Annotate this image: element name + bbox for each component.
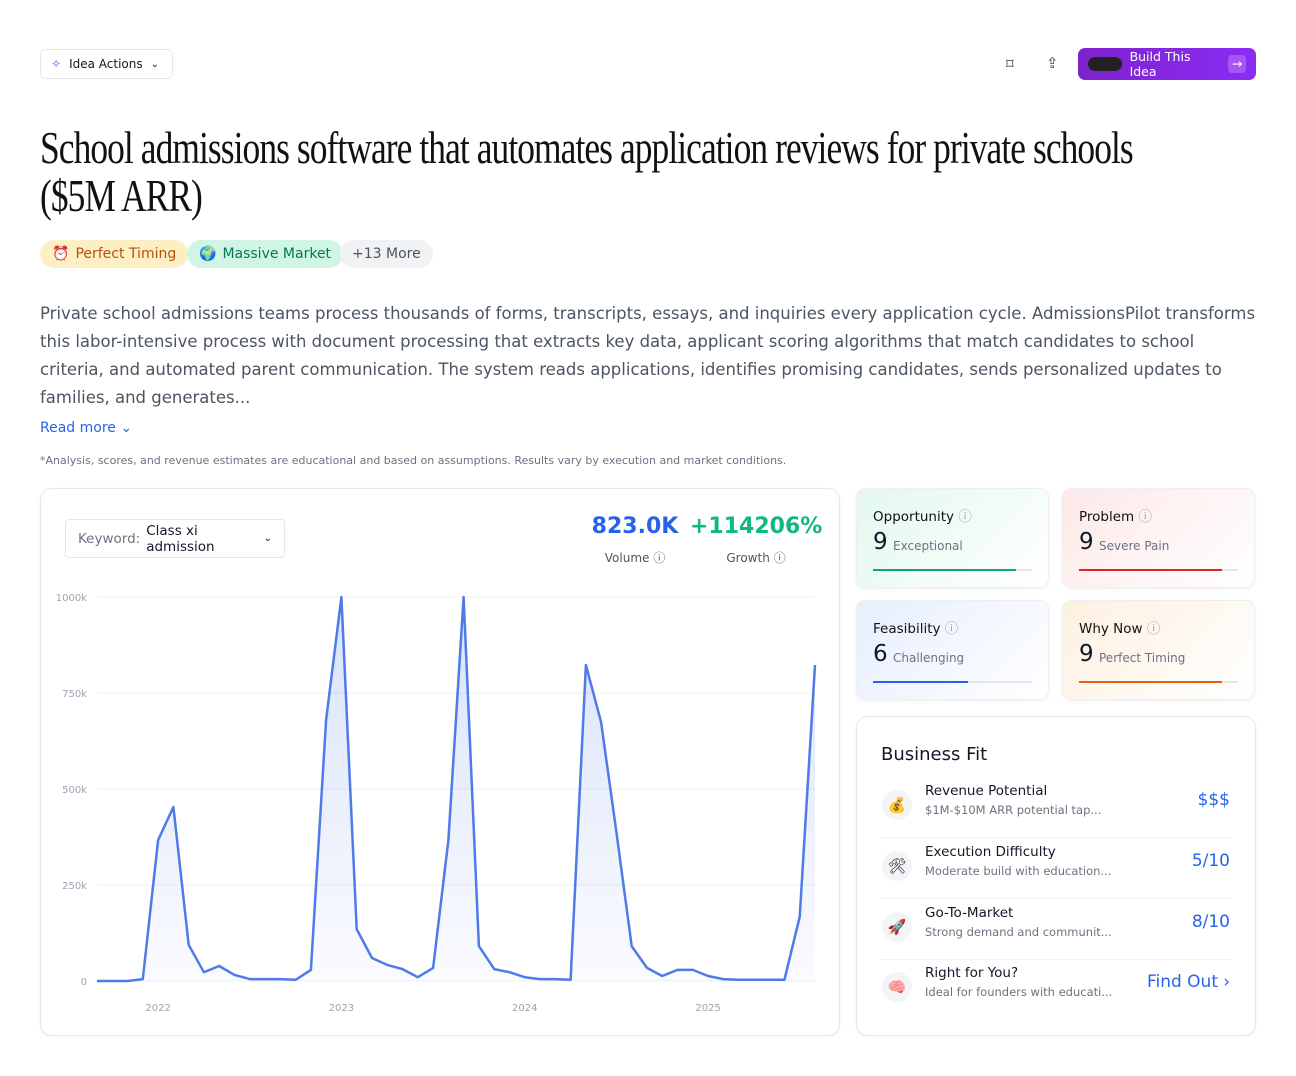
fit-row: 🛠 Execution Difficulty Moderate build with… — [880, 839, 1232, 899]
metric-label: Volume ⓘ — [604, 551, 666, 565]
x-tick-label: 2022 — [145, 1003, 170, 1014]
score-name: Opportunity ⓘ — [873, 509, 972, 525]
score-label: Severe Pain — [1099, 539, 1170, 553]
fit-name: Execution Difficulty — [925, 844, 1056, 860]
tag[interactable]: +13 More — [340, 240, 433, 268]
score-name: Feasibility ⓘ — [873, 621, 959, 637]
score-bar — [1079, 681, 1223, 683]
score-bar — [873, 569, 1017, 571]
metric-value: +114206% — [690, 514, 823, 539]
title-box: School admissions software that automate… — [40, 124, 1256, 230]
tag-label: Perfect Timing — [75, 246, 177, 262]
tag-label: Massive Market — [222, 246, 332, 262]
score-name-text: Why Now — [1079, 621, 1143, 637]
x-tick-label: 2025 — [695, 1003, 720, 1014]
score-bar — [1079, 569, 1223, 571]
score-name: Problem ⓘ — [1079, 509, 1152, 525]
fit-name: Go-To-Market — [925, 905, 1014, 921]
build-button[interactable]: Build This Idea → — [1078, 48, 1256, 80]
score-label: Exceptional — [893, 539, 963, 553]
tag[interactable]: ⏰ Perfect Timing — [40, 240, 189, 268]
fit-row[interactable]: 🧠 Right for You? Ideal for founders with e… — [880, 960, 1232, 1020]
tag[interactable]: 🌍 Massive Market — [187, 240, 344, 268]
fit-description: $1M-$10M ARR potential tap... — [925, 803, 1102, 817]
fit-value: $$$ — [1197, 790, 1230, 810]
keyword-select[interactable]: Keyword: Class xi admission ⌄ — [65, 519, 285, 558]
fit-link[interactable]: Find Out — [1146, 972, 1218, 992]
x-tick-label: 2023 — [329, 1003, 354, 1014]
score-value: 9 — [873, 529, 888, 555]
bookmark-icon[interactable]: ⌑ — [1006, 55, 1014, 73]
description: Private school admissions teams process … — [40, 304, 1256, 407]
fit-description: Ideal for founders with educati... — [925, 985, 1113, 999]
score-bar — [873, 681, 969, 683]
score-track — [1079, 681, 1238, 683]
share-icon[interactable]: ⇪ — [1046, 54, 1059, 72]
read-more[interactable]: Read more ⌄ — [40, 420, 133, 436]
fit-row: 💰 Revenue Potential $1M-$10M ARR potential… — [880, 778, 1232, 838]
score-name-text: Problem — [1079, 509, 1135, 525]
keyword-value: Class xi admission — [146, 522, 215, 555]
fit-row: 🚀 Go-To-Market Strong demand and communit.… — [880, 900, 1232, 960]
y-tick-label: 250k — [62, 881, 87, 892]
score-name-text: Opportunity — [873, 509, 955, 525]
button-label: Idea Actions — [69, 57, 143, 71]
score-name: Why Now ⓘ — [1079, 621, 1161, 637]
read-more-label: Read more — [40, 420, 116, 436]
fit-name: Right for You? — [925, 965, 1019, 981]
y-tick-label: 750k — [62, 689, 87, 700]
y-tick-label: 500k — [62, 785, 87, 796]
score-card: Feasibility ⓘ 6 Challenging — [856, 600, 1049, 700]
score-track — [873, 569, 1032, 571]
metric-label-text: Volume — [604, 551, 650, 565]
fit-value: 8/10 — [1191, 912, 1230, 932]
chart: 0 250k 500k 750k 1000k 2022 2023 2024 2025 — [56, 593, 817, 1014]
score-card: Problem ⓘ 9 Severe Pain — [1062, 488, 1255, 588]
score-value: 9 — [1079, 529, 1094, 555]
y-tick-label: 1000k — [56, 593, 87, 604]
area — [97, 597, 815, 981]
score-track — [873, 681, 1032, 683]
score-label: Perfect Timing — [1099, 651, 1186, 665]
section-title: Business Fit — [881, 744, 988, 765]
score-card: Opportunity ⓘ 9 Exceptional — [856, 488, 1049, 588]
tag-label: +13 More — [352, 246, 421, 262]
metric-label: Growth ⓘ — [726, 551, 786, 565]
fit-description: Moderate build with education... — [925, 864, 1112, 878]
fit-name: Revenue Potential — [925, 783, 1048, 799]
score-name-text: Feasibility — [873, 621, 941, 637]
score-value: 6 — [873, 641, 888, 667]
business-fit-card — [856, 716, 1256, 1036]
fit-value: 5/10 — [1191, 851, 1230, 871]
metric-label-text: Growth — [726, 551, 770, 565]
score-label: Challenging — [893, 651, 965, 665]
score-value: 9 — [1079, 641, 1094, 667]
score-track — [1079, 569, 1238, 571]
disclaimer: *Analysis, scores, and revenue estimates… — [40, 454, 787, 467]
idea-actions-button[interactable]: ✧ Idea Actions ⌄ — [40, 49, 173, 79]
keyword-label: Keyword: — [78, 530, 141, 547]
fit-description: Strong demand and communit... — [925, 925, 1112, 939]
y-tick-label: 0 — [81, 977, 87, 988]
line — [97, 595, 817, 983]
button-label: Build This Idea — [1129, 49, 1191, 79]
x-tick-label: 2024 — [512, 1003, 537, 1014]
score-card: Why Now ⓘ 9 Perfect Timing — [1062, 600, 1255, 700]
title: School admissions software that automate… — [40, 124, 1134, 221]
metric-value: 823.0K — [591, 514, 679, 539]
